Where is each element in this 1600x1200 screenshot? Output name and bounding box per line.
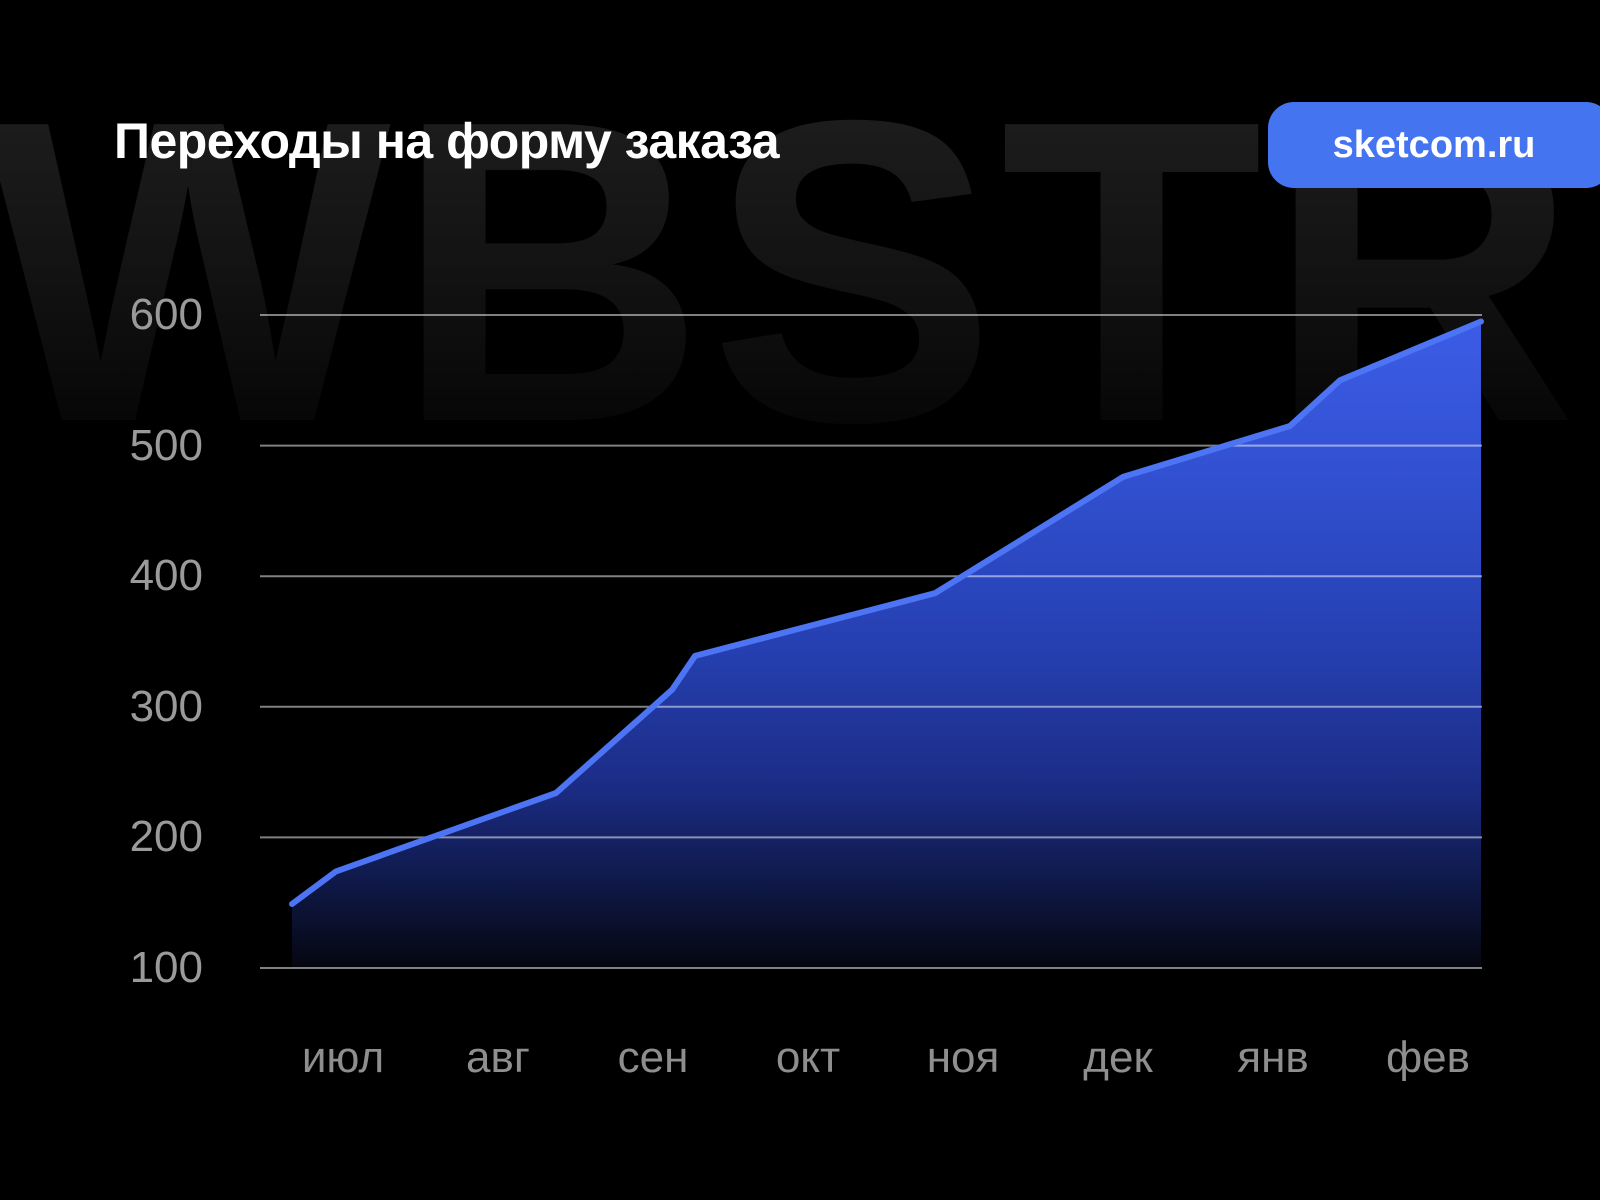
y-axis-tick-label-400: 400	[129, 551, 203, 601]
x-axis-month-label-6: дек	[1083, 1033, 1153, 1082]
x-axis-month-label-7: янв	[1237, 1033, 1309, 1082]
y-axis-tick-label-500: 500	[129, 420, 203, 470]
y-axis-tick-label-600: 600	[129, 290, 203, 339]
series-line	[289, 318, 1484, 907]
y-axis-tick-label-100: 100	[129, 943, 203, 992]
series-area-fill	[292, 321, 1481, 968]
domain-badge[interactable]: sketcom.ru	[1268, 102, 1600, 188]
y-axis-tick-label-200: 200	[129, 812, 203, 862]
domain-badge-label: sketcom.ru	[1332, 123, 1536, 166]
gridlines	[260, 314, 1482, 969]
x-axis-month-label-5: ноя	[926, 1033, 1000, 1082]
x-axis-month-label-3: сен	[617, 1033, 689, 1082]
page-title: Переходы на форму заказа	[114, 113, 780, 169]
y-axis-tick-label-300: 300	[129, 681, 203, 731]
x-axis-month-label-1: июл	[301, 1033, 385, 1082]
x-axis-month-label-8: фев	[1385, 1033, 1471, 1082]
x-axis-month-label-4: окт	[775, 1033, 841, 1082]
x-axis-month-label-2: авг	[466, 1033, 530, 1082]
